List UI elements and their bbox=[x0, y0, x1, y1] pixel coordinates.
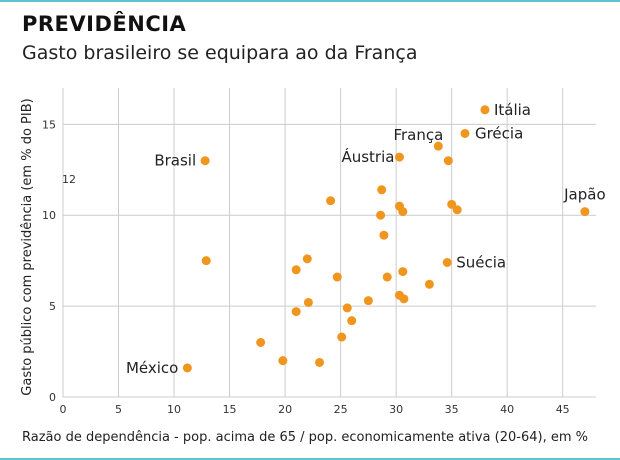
data-point bbox=[398, 207, 408, 217]
data-point bbox=[452, 205, 462, 215]
data-point bbox=[291, 307, 301, 317]
data-point bbox=[337, 332, 347, 342]
point-label: Itália bbox=[494, 101, 531, 119]
data-point bbox=[326, 196, 336, 206]
point-label: Suécia bbox=[456, 253, 506, 271]
y-tick-label: 10 bbox=[42, 209, 56, 222]
data-point bbox=[377, 185, 387, 195]
point-labels: Brasil México Itália França Grécia Áustria Jap… bbox=[126, 101, 606, 377]
data-point bbox=[399, 294, 409, 304]
data-point bbox=[256, 337, 266, 347]
chart-subtitle: Gasto brasileiro se equipara ao da Franç… bbox=[22, 42, 418, 64]
data-point bbox=[379, 230, 389, 240]
point-label: França bbox=[393, 126, 443, 144]
data-point bbox=[303, 297, 313, 307]
stray-label: 12 bbox=[62, 173, 76, 186]
grid-lines bbox=[62, 88, 596, 398]
data-point bbox=[480, 105, 490, 115]
y-tick-label: 15 bbox=[42, 118, 56, 131]
y-axis-title: Gasto público com previdência (em % do P… bbox=[20, 98, 35, 395]
x-tick-label: 45 bbox=[556, 403, 570, 416]
chart-title: PREVIDÊNCIA bbox=[22, 12, 187, 36]
data-point bbox=[200, 156, 210, 166]
point-label: Brasil bbox=[154, 152, 196, 170]
data-point bbox=[433, 141, 443, 151]
x-tick-labels: 0 5 10 15 20 25 30 35 40 45 bbox=[60, 403, 570, 416]
data-point bbox=[201, 256, 211, 266]
x-tick-label: 5 bbox=[115, 403, 122, 416]
data-point bbox=[291, 265, 301, 275]
x-tick-label: 35 bbox=[445, 403, 459, 416]
data-point bbox=[443, 156, 453, 166]
data-point bbox=[398, 267, 408, 277]
x-tick-label: 30 bbox=[389, 403, 403, 416]
point-label: Japão bbox=[563, 186, 606, 204]
x-tick-label: 20 bbox=[278, 403, 292, 416]
y-tick-label: 5 bbox=[49, 300, 56, 313]
data-point bbox=[332, 272, 342, 282]
data-point bbox=[394, 152, 404, 162]
data-point bbox=[182, 363, 192, 373]
data-point bbox=[278, 356, 288, 366]
data-point bbox=[382, 272, 392, 282]
data-points bbox=[182, 105, 590, 373]
y-tick-labels: 0 5 10 15 bbox=[42, 118, 56, 404]
data-point bbox=[347, 316, 357, 326]
point-label: Grécia bbox=[475, 124, 523, 142]
data-point bbox=[424, 279, 434, 289]
data-point bbox=[460, 128, 470, 138]
data-point bbox=[447, 199, 457, 209]
data-point bbox=[580, 207, 590, 217]
x-tick-label: 0 bbox=[60, 403, 67, 416]
data-point bbox=[442, 257, 452, 267]
data-point bbox=[376, 210, 386, 220]
x-tick-label: 40 bbox=[500, 403, 514, 416]
data-point bbox=[342, 303, 352, 313]
x-tick-label: 15 bbox=[223, 403, 237, 416]
point-label: México bbox=[126, 359, 178, 377]
data-point bbox=[363, 296, 373, 306]
x-tick-label: 10 bbox=[167, 403, 181, 416]
x-axis-title: Razão de dependência - pop. acima de 65 … bbox=[22, 430, 588, 445]
point-label: Áustria bbox=[341, 147, 394, 166]
x-tick-label: 25 bbox=[334, 403, 348, 416]
y-tick-label: 0 bbox=[49, 391, 56, 404]
data-point bbox=[302, 254, 312, 264]
data-point bbox=[315, 357, 325, 367]
